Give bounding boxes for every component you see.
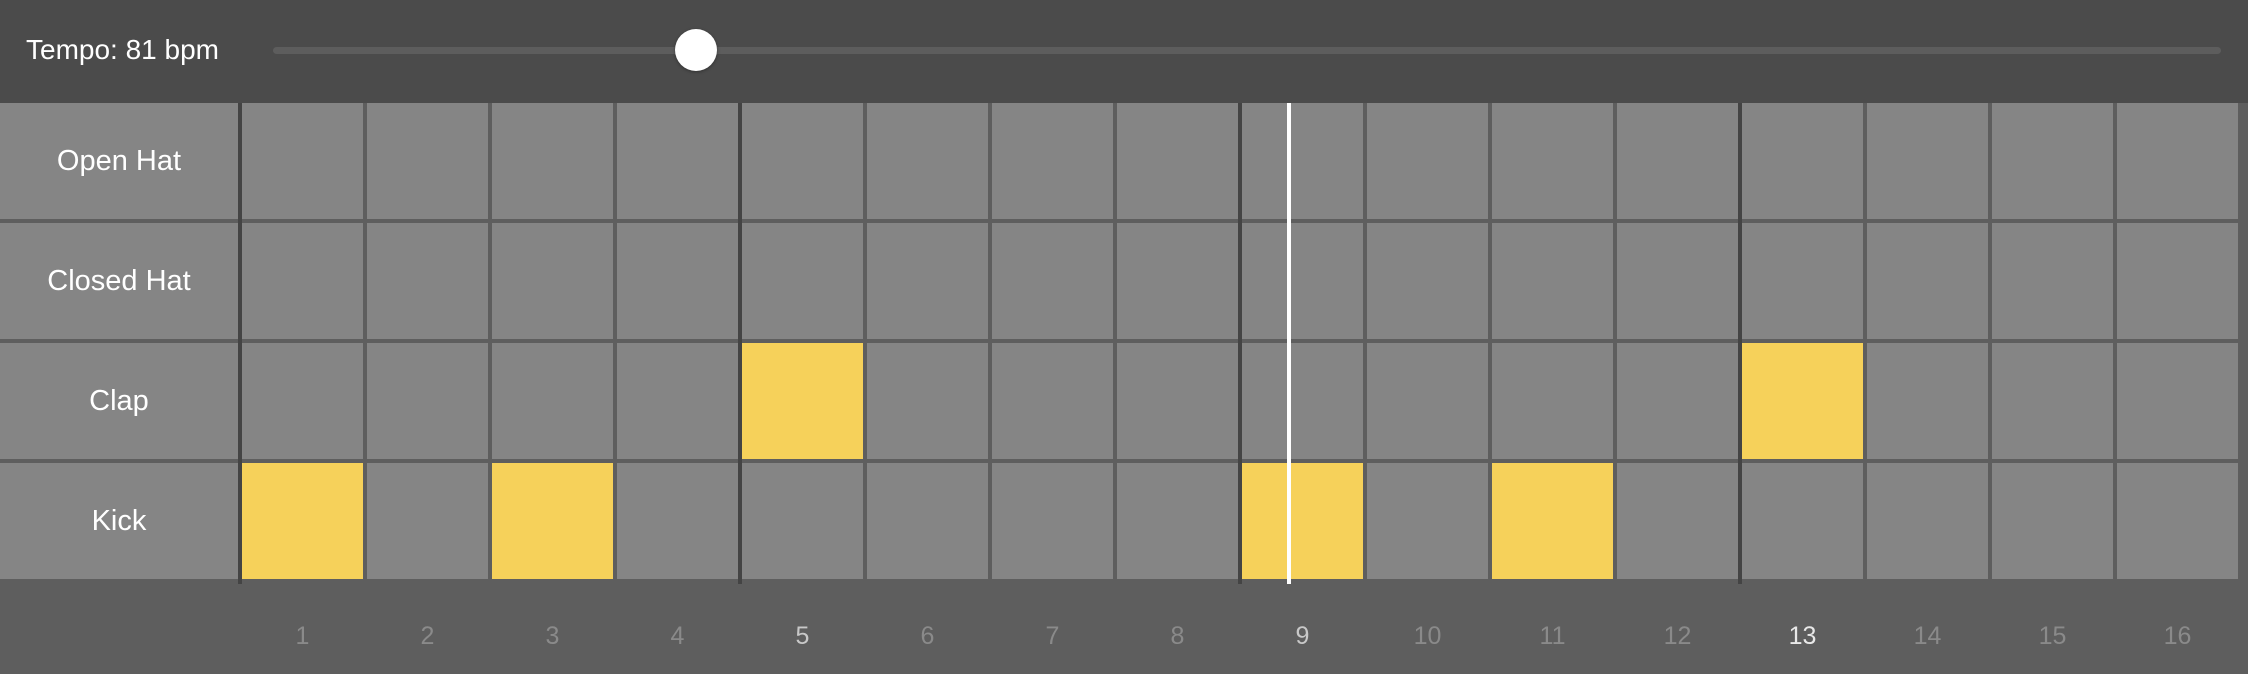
- step-cell-open-hat-6[interactable]: [867, 103, 988, 219]
- bar-divider: [738, 103, 742, 584]
- step-number: 9: [1295, 622, 1310, 650]
- step-number: 6: [920, 622, 935, 650]
- step-cell-clap-8[interactable]: [1117, 343, 1238, 459]
- step-cell-closed-hat-4[interactable]: [617, 223, 738, 339]
- step-cell-clap-10[interactable]: [1367, 343, 1488, 459]
- playhead: [1287, 103, 1291, 584]
- step-cell-open-hat-5[interactable]: [742, 103, 863, 219]
- step-cell-open-hat-10[interactable]: [1367, 103, 1488, 219]
- step-cell-open-hat-11[interactable]: [1492, 103, 1613, 219]
- step-number: 12: [1663, 622, 1692, 650]
- step-cell-kick-3[interactable]: [492, 463, 613, 579]
- step-cell-closed-hat-16[interactable]: [2117, 223, 2238, 339]
- step-cell-closed-hat-9[interactable]: [1242, 223, 1363, 339]
- step-number: 10: [1413, 622, 1442, 650]
- bar-divider: [1738, 103, 1742, 584]
- step-number: 2: [420, 622, 435, 650]
- step-cell-kick-15[interactable]: [1992, 463, 2113, 579]
- track-label-kick: Kick: [0, 463, 238, 579]
- step-sequencer-grid: Open Hat Closed Hat Clap Kick: [0, 103, 2248, 584]
- track-label-clap: Clap: [0, 343, 238, 459]
- step-cell-closed-hat-12[interactable]: [1617, 223, 1738, 339]
- track-label-open-hat: Open Hat: [0, 103, 238, 219]
- step-number: 7: [1045, 622, 1060, 650]
- step-cell-clap-2[interactable]: [367, 343, 488, 459]
- step-cell-clap-1[interactable]: [242, 343, 363, 459]
- step-cell-closed-hat-11[interactable]: [1492, 223, 1613, 339]
- step-cell-kick-11[interactable]: [1492, 463, 1613, 579]
- step-cell-open-hat-9[interactable]: [1242, 103, 1363, 219]
- tempo-slider-track[interactable]: [273, 47, 2221, 54]
- step-number: 16: [2163, 622, 2192, 650]
- step-cell-kick-7[interactable]: [992, 463, 1113, 579]
- step-cell-kick-1[interactable]: [242, 463, 363, 579]
- step-cell-clap-12[interactable]: [1617, 343, 1738, 459]
- step-cell-clap-4[interactable]: [617, 343, 738, 459]
- bar-divider: [238, 103, 242, 584]
- step-cell-kick-16[interactable]: [2117, 463, 2238, 579]
- tempo-label: Tempo: 81 bpm: [26, 34, 219, 65]
- bar-divider: [1238, 103, 1242, 584]
- step-cell-kick-10[interactable]: [1367, 463, 1488, 579]
- step-cell-clap-3[interactable]: [492, 343, 613, 459]
- step-cell-clap-5[interactable]: [742, 343, 863, 459]
- step-cell-closed-hat-5[interactable]: [742, 223, 863, 339]
- step-cell-kick-8[interactable]: [1117, 463, 1238, 579]
- step-cell-clap-6[interactable]: [867, 343, 988, 459]
- step-cell-kick-2[interactable]: [367, 463, 488, 579]
- step-number: 1: [295, 622, 310, 650]
- step-cell-open-hat-3[interactable]: [492, 103, 613, 219]
- step-cell-open-hat-1[interactable]: [242, 103, 363, 219]
- step-cell-kick-4[interactable]: [617, 463, 738, 579]
- step-number: 4: [670, 622, 685, 650]
- step-cell-kick-6[interactable]: [867, 463, 988, 579]
- step-cell-open-hat-2[interactable]: [367, 103, 488, 219]
- step-number: 3: [545, 622, 560, 650]
- step-cell-kick-14[interactable]: [1867, 463, 1988, 579]
- step-cell-open-hat-8[interactable]: [1117, 103, 1238, 219]
- step-cell-clap-16[interactable]: [2117, 343, 2238, 459]
- track-label-closed-hat: Closed Hat: [0, 223, 238, 339]
- step-number-ruler: 1 2 3 4 5 6 7 8 9 10 11 12 13 14 15 16: [0, 584, 2248, 674]
- step-cell-open-hat-7[interactable]: [992, 103, 1113, 219]
- tempo-slider-thumb[interactable]: [674, 29, 717, 71]
- step-cell-kick-12[interactable]: [1617, 463, 1738, 579]
- step-cell-closed-hat-7[interactable]: [992, 223, 1113, 339]
- step-cell-open-hat-15[interactable]: [1992, 103, 2113, 219]
- step-cell-open-hat-14[interactable]: [1867, 103, 1988, 219]
- step-cell-closed-hat-6[interactable]: [867, 223, 988, 339]
- step-cell-kick-9[interactable]: [1242, 463, 1363, 579]
- step-cell-closed-hat-3[interactable]: [492, 223, 613, 339]
- step-cell-closed-hat-8[interactable]: [1117, 223, 1238, 339]
- step-cell-clap-13[interactable]: [1742, 343, 1863, 459]
- step-cell-closed-hat-2[interactable]: [367, 223, 488, 339]
- step-cell-clap-11[interactable]: [1492, 343, 1613, 459]
- step-number: 13: [1788, 622, 1817, 650]
- transport-bar: Tempo: 81 bpm: [0, 0, 2248, 103]
- step-cell-kick-5[interactable]: [742, 463, 863, 579]
- step-number: 8: [1170, 622, 1185, 650]
- step-cell-open-hat-16[interactable]: [2117, 103, 2238, 219]
- step-cell-closed-hat-14[interactable]: [1867, 223, 1988, 339]
- step-cell-open-hat-13[interactable]: [1742, 103, 1863, 219]
- step-number: 5: [795, 622, 810, 650]
- step-cell-clap-7[interactable]: [992, 343, 1113, 459]
- step-cell-kick-13[interactable]: [1742, 463, 1863, 579]
- step-cell-open-hat-12[interactable]: [1617, 103, 1738, 219]
- step-number: 11: [1539, 622, 1566, 650]
- step-cell-closed-hat-10[interactable]: [1367, 223, 1488, 339]
- step-cell-clap-15[interactable]: [1992, 343, 2113, 459]
- step-cell-clap-9[interactable]: [1242, 343, 1363, 459]
- step-cell-closed-hat-15[interactable]: [1992, 223, 2113, 339]
- step-number: 14: [1913, 622, 1942, 650]
- step-cell-closed-hat-1[interactable]: [242, 223, 363, 339]
- step-number: 15: [2038, 622, 2067, 650]
- step-cell-clap-14[interactable]: [1867, 343, 1988, 459]
- step-cell-closed-hat-13[interactable]: [1742, 223, 1863, 339]
- step-cell-open-hat-4[interactable]: [617, 103, 738, 219]
